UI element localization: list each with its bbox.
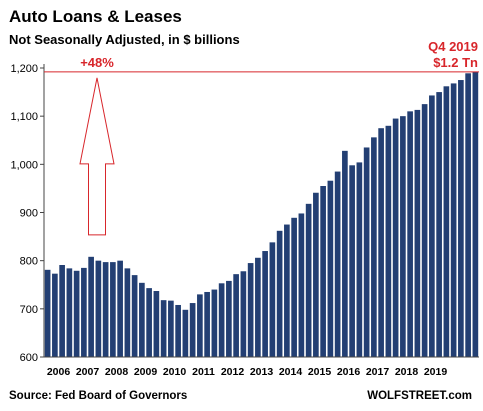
- bar: [284, 224, 290, 357]
- bar: [73, 270, 80, 357]
- source-note: Source: Fed Board of Governors: [9, 390, 187, 402]
- bar: [276, 230, 283, 357]
- y-axis: 600 700 800 900 1,000 1,100 1,200: [10, 63, 45, 364]
- bar: [139, 282, 145, 357]
- bar: [146, 288, 152, 357]
- bar: [102, 262, 109, 357]
- y-tick-label: 600: [20, 352, 38, 364]
- annotations: +48% Q4 2019 $1.2 Tn: [44, 39, 479, 236]
- bar: [226, 280, 232, 357]
- bar: [334, 171, 341, 357]
- x-tick-label: 2015: [308, 366, 332, 378]
- bar: [414, 109, 421, 357]
- x-axis: 2006 2007 2008 2009 2010 2011 2012 2013 2014 2015…: [44, 356, 479, 378]
- bar: [59, 265, 65, 357]
- bar: [327, 180, 334, 357]
- bar: [472, 71, 479, 357]
- bar: [189, 303, 196, 357]
- bar: [407, 111, 413, 357]
- bar: [218, 283, 225, 357]
- bar: [81, 267, 87, 357]
- bar: [458, 80, 464, 358]
- bar: [240, 271, 247, 357]
- increase-label: +48%: [80, 55, 114, 70]
- bar: [204, 291, 210, 357]
- x-tick-label: 2010: [163, 366, 187, 378]
- bar: [117, 260, 123, 357]
- x-tick-label: 2019: [424, 366, 448, 378]
- bar: [52, 273, 58, 357]
- y-tick-label: 800: [20, 256, 38, 268]
- x-tick-label: 2011: [192, 366, 215, 378]
- bar: [66, 268, 73, 357]
- x-tick-label: 2006: [47, 366, 71, 378]
- bar: [371, 137, 377, 357]
- bar: [269, 242, 276, 357]
- y-tick-label: 900: [20, 208, 38, 220]
- bar: [233, 274, 239, 357]
- y-tick-label: 1,100: [10, 111, 38, 123]
- bar: [255, 257, 261, 357]
- bar: [88, 256, 94, 357]
- bar: [400, 116, 406, 358]
- chart-title: Auto Loans & Leases: [9, 7, 182, 26]
- bar: [465, 73, 471, 357]
- bar: [44, 269, 51, 357]
- bar: [378, 128, 384, 357]
- bar: [153, 291, 160, 357]
- x-tick-label: 2017: [366, 366, 390, 378]
- bar: [160, 300, 167, 357]
- bar: [349, 165, 355, 357]
- bar: [342, 150, 348, 357]
- bar: [356, 162, 363, 357]
- bar: [131, 275, 138, 357]
- bar: [429, 95, 435, 357]
- bar: [211, 289, 218, 357]
- x-tick-label: 2009: [134, 366, 158, 378]
- period-label: Q4 2019: [428, 39, 478, 54]
- bar: [436, 92, 442, 357]
- bar: [298, 213, 305, 357]
- bar: [95, 260, 102, 357]
- bar: [443, 86, 450, 357]
- bar: [320, 186, 326, 357]
- bar: [450, 83, 457, 357]
- value-label: $1.2 Tn: [433, 55, 478, 70]
- bar: [124, 268, 131, 357]
- y-tick-label: 1,200: [10, 63, 38, 75]
- bar: [305, 203, 312, 357]
- chart-subtitle: Not Seasonally Adjusted, in $ billions: [9, 32, 240, 47]
- bar: [291, 217, 297, 357]
- bar: [392, 118, 399, 357]
- increase-arrow-icon: [79, 77, 115, 236]
- bars: [44, 71, 479, 358]
- bar: [168, 300, 174, 357]
- x-tick-label: 2012: [221, 366, 245, 378]
- brand-label: WOLFSTREET.com: [367, 390, 472, 402]
- y-tick-label: 1,000: [10, 159, 38, 171]
- bar: [247, 263, 254, 357]
- x-tick-label: 2018: [395, 366, 419, 378]
- x-tick-label: 2014: [279, 366, 303, 378]
- bar: [197, 294, 203, 357]
- x-tick-label: 2013: [250, 366, 274, 378]
- bar: [363, 147, 370, 357]
- x-tick-label: 2008: [105, 366, 129, 378]
- bar: [313, 192, 319, 357]
- bar: [182, 309, 189, 357]
- bar: [110, 262, 116, 357]
- bar: [421, 104, 428, 357]
- x-tick-label: 2007: [76, 366, 100, 378]
- x-tick-label: 2016: [337, 366, 361, 378]
- bar: [385, 125, 392, 357]
- bar: [262, 251, 268, 357]
- y-tick-label: 700: [20, 304, 38, 316]
- bar: [175, 304, 181, 357]
